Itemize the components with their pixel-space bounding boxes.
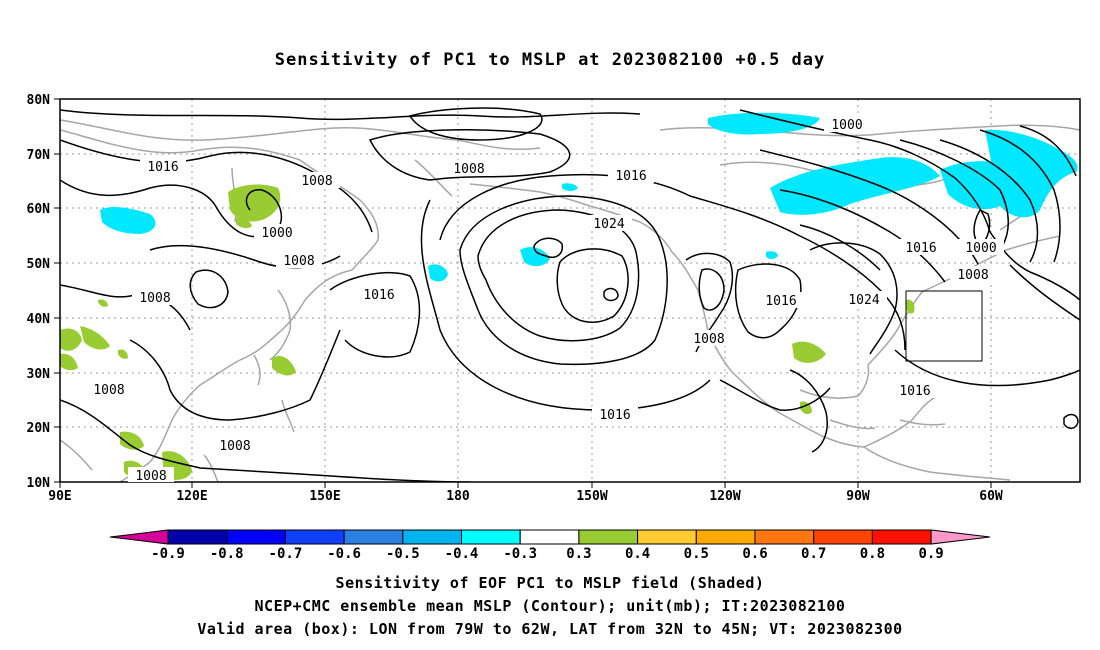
contour-label: 1008: [139, 291, 170, 306]
colorbar-label: 0.6: [742, 546, 767, 562]
lon-label: 120W: [709, 489, 740, 504]
colorbar-label: -0.3: [503, 546, 537, 562]
colorbar-segment: [871, 529, 932, 545]
contour-label: 1008: [957, 268, 988, 283]
map-frame: [59, 98, 1081, 483]
longitude-labels: 90E 120E 150E 180 150W 120W 90W 60W: [48, 489, 1003, 504]
lon-label: 90E: [48, 489, 71, 504]
contour-label: 1024: [593, 217, 624, 232]
negative-sensitivity-shading: [100, 112, 1078, 282]
lat-label: 20N: [27, 421, 51, 436]
contour-label: 1008: [135, 469, 166, 484]
colorbar-label: 0.3: [566, 546, 591, 562]
caption-shading: Sensitivity of EOF PC1 to MSLP field (Sh…: [335, 574, 765, 592]
lon-label: 90W: [846, 489, 870, 504]
lon-label: 150W: [576, 489, 607, 504]
colorbar-segment: [226, 529, 286, 545]
colorbar-label: -0.8: [210, 546, 244, 562]
page-title: Sensitivity of PC1 to MSLP at 2023082100…: [274, 50, 826, 70]
contour-label: 1016: [899, 384, 930, 399]
lat-label: 40N: [27, 312, 51, 327]
contour-label: 1000: [261, 226, 292, 241]
colorbar-label: -0.4: [445, 546, 479, 562]
contour-label: 1000: [965, 241, 996, 256]
latitude-labels: 80N 70N 60N 50N 40N 30N 20N 10N: [27, 93, 51, 491]
contour-label: 1016: [765, 294, 796, 309]
contour-label: 1024: [848, 293, 879, 308]
caption-contour: NCEP+CMC ensemble mean MSLP (Contour); u…: [254, 597, 846, 615]
lat-label: 60N: [27, 202, 51, 217]
lat-label: 30N: [27, 367, 51, 382]
lat-label: 80N: [27, 93, 51, 108]
contour-label: 1016: [905, 241, 936, 256]
colorbar-segment: [754, 529, 815, 545]
colorbar-segment: [519, 529, 580, 545]
colorbar-label: -0.6: [327, 546, 361, 562]
colorbar-segment: [402, 529, 462, 545]
colorbar-label: 0.5: [684, 546, 709, 562]
axis-ticks: [54, 98, 992, 488]
colorbar-label: -0.7: [269, 546, 303, 562]
caption-valid-area: Valid area (box): LON from 79W to 62W, L…: [197, 620, 903, 638]
lat-label: 50N: [27, 257, 51, 272]
colorbar-segment: [167, 529, 228, 545]
contour-label: 1016: [599, 408, 630, 423]
contour-label: 1008: [283, 254, 314, 269]
colorbar-label: 0.8: [860, 546, 885, 562]
colorbar-low-triangle: [109, 529, 169, 545]
lat-label: 70N: [27, 148, 51, 163]
colorbar-high-triangle: [930, 529, 991, 545]
colorbar-segment: [578, 529, 639, 545]
contour-label: 1008: [219, 439, 250, 454]
colorbar-label: 0.7: [801, 546, 826, 562]
colorbar-segment: [813, 529, 873, 545]
colorbar-label: 0.9: [918, 546, 943, 562]
contour-label: 1016: [363, 288, 394, 303]
lon-label: 150E: [309, 489, 340, 504]
contour-label: 1016: [147, 160, 178, 175]
lon-label: 180: [446, 489, 470, 504]
colorbar-segment: [284, 529, 345, 545]
lat-label: 10N: [27, 476, 51, 491]
colorbar-segment: [461, 529, 521, 545]
contour-label: 1000: [831, 118, 862, 133]
colorbar-labels: -0.9 -0.8 -0.7 -0.6 -0.5 -0.4 -0.3 0.3 0.4 0.5 0.6…: [151, 546, 944, 562]
contour-label: 1008: [693, 332, 724, 347]
lon-label: 60W: [979, 489, 1003, 504]
contour-labels: 1016 1008 1000 1008 1008 1016 1008 1008: [86, 116, 1004, 484]
colorbar-label: 0.4: [625, 546, 650, 562]
colorbar: [109, 529, 991, 545]
valid-area-box: [905, 290, 983, 362]
contour-label: 1008: [301, 174, 332, 189]
lon-label: 120E: [176, 489, 207, 504]
contour-label: 1008: [93, 383, 124, 398]
contour-label: 1008: [453, 162, 484, 177]
colorbar-segment: [637, 529, 697, 545]
colorbar-label: -0.5: [386, 546, 420, 562]
colorbar-segment: [695, 529, 756, 545]
colorbar-segment: [343, 529, 404, 545]
colorbar-label: -0.9: [151, 546, 185, 562]
contour-label: 1016: [615, 169, 646, 184]
